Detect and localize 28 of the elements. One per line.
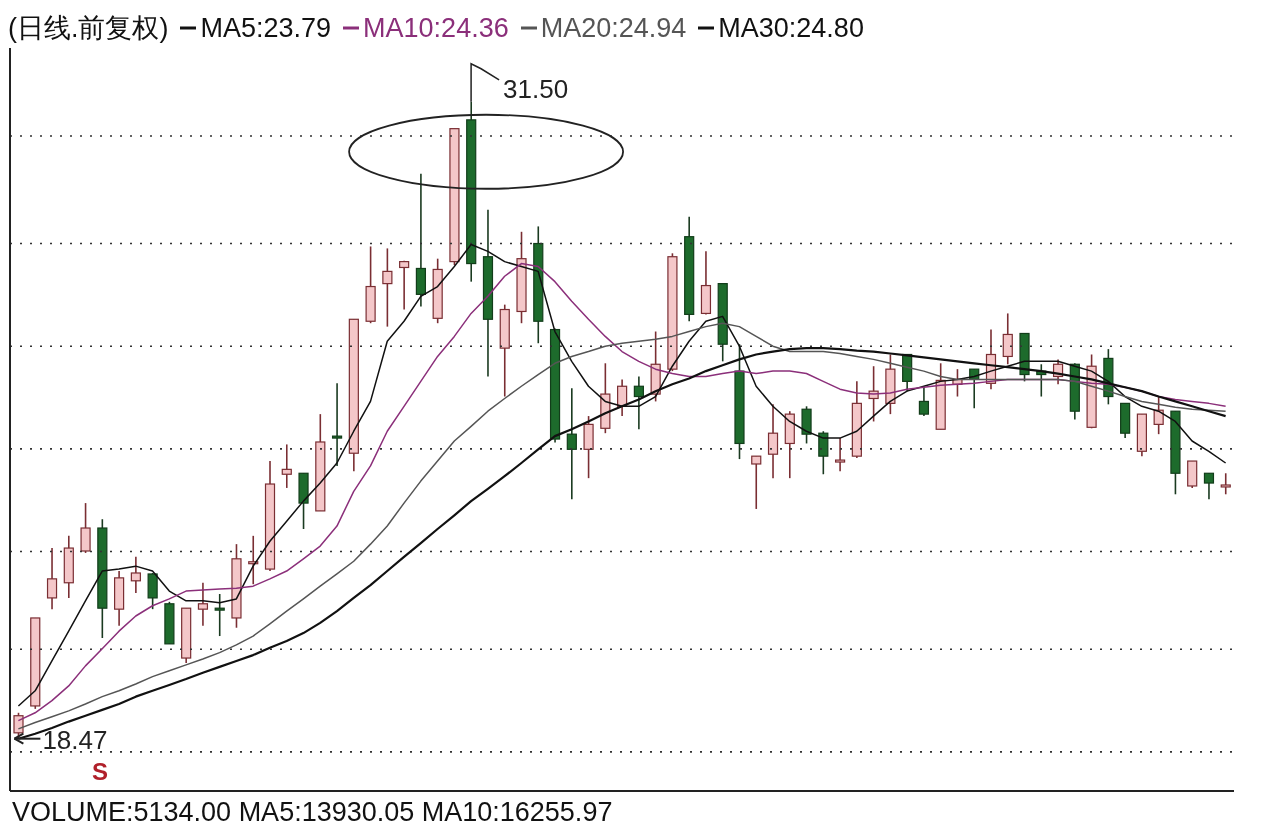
candlestick <box>80 502 91 554</box>
candlestick <box>147 572 158 610</box>
candlestick <box>918 385 930 417</box>
candlestick <box>1002 312 1013 366</box>
candlestick <box>331 382 343 467</box>
candlestick <box>633 375 644 431</box>
candlestick <box>281 443 292 489</box>
annotation: 18.47 <box>42 724 108 755</box>
legend-label: MA10:24.36 <box>362 12 509 44</box>
candlestick <box>130 556 141 594</box>
legend-label: MA5:23.79 <box>199 12 332 44</box>
candlestick <box>197 581 209 627</box>
candlestick <box>382 247 393 328</box>
text: VOLUME:5134.00 MA5:13930.05 MA10:16255.97 <box>11 796 614 829</box>
candlestick <box>1220 472 1231 496</box>
candlestick <box>751 455 762 510</box>
chart-title: (日线.前复权) <box>8 12 169 45</box>
candlestick <box>1203 472 1215 500</box>
annotation: 31.50 <box>503 73 569 104</box>
annotation: S <box>92 758 109 785</box>
candlestick <box>399 259 410 311</box>
legend-label: MA30:24.80 <box>717 12 864 44</box>
candlestick <box>566 387 577 500</box>
legend-label: MA20:24.94 <box>539 12 687 44</box>
candlestick <box>214 593 225 637</box>
candlestick <box>834 437 846 473</box>
candlestick <box>46 547 58 610</box>
candlestick <box>767 403 779 479</box>
